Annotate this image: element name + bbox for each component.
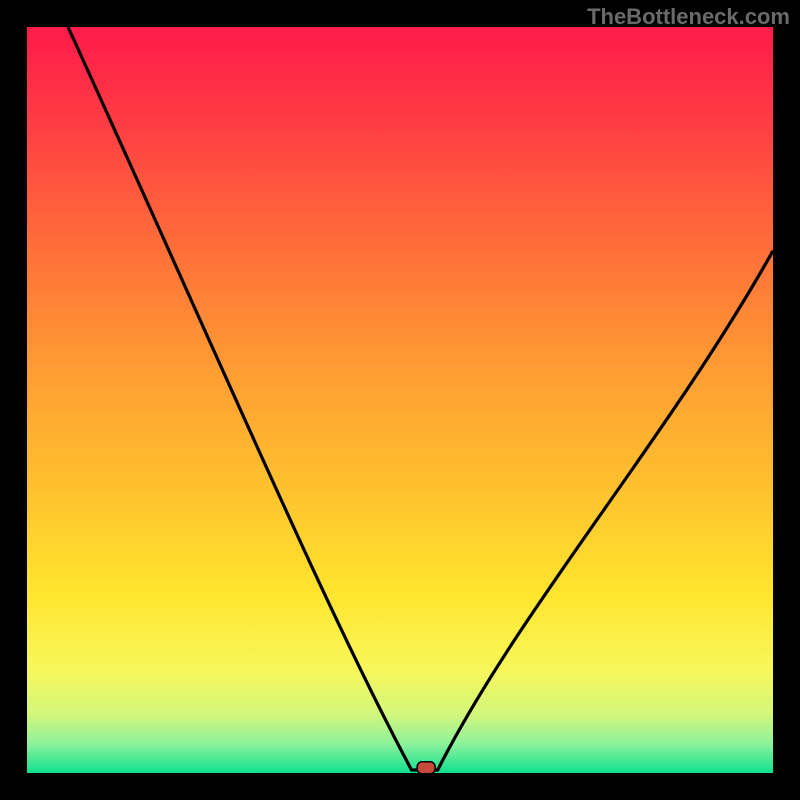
watermark-text: TheBottleneck.com [587, 4, 790, 30]
bottleneck-chart [0, 0, 800, 800]
optimal-marker [417, 762, 435, 774]
plot-background [27, 27, 773, 773]
